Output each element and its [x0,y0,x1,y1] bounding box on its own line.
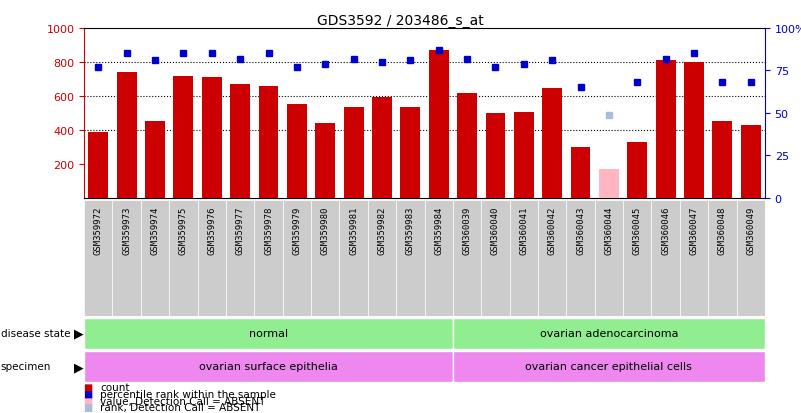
FancyBboxPatch shape [84,351,453,382]
Text: value, Detection Call = ABSENT: value, Detection Call = ABSENT [100,396,265,406]
Text: ovarian surface epithelia: ovarian surface epithelia [199,361,338,372]
Bar [117,73,137,198]
Text: disease state: disease state [1,328,70,339]
Text: GSM359972: GSM359972 [94,206,103,254]
Text: ▶: ▶ [74,360,83,373]
Text: GSM360043: GSM360043 [576,206,585,254]
FancyBboxPatch shape [481,200,509,316]
Text: GSM360044: GSM360044 [605,206,614,254]
Text: GSM359980: GSM359980 [320,206,330,254]
Text: ovarian adenocarcinoma: ovarian adenocarcinoma [540,328,678,339]
FancyBboxPatch shape [453,200,481,316]
Text: GSM359975: GSM359975 [179,206,188,254]
Text: GSM359973: GSM359973 [123,206,131,254]
Text: GSM360040: GSM360040 [491,206,500,254]
FancyBboxPatch shape [396,200,425,316]
FancyBboxPatch shape [509,200,538,316]
FancyBboxPatch shape [340,200,368,316]
Text: ■: ■ [83,389,93,399]
FancyBboxPatch shape [283,200,311,316]
Text: GSM360045: GSM360045 [633,206,642,254]
Text: ■: ■ [83,396,93,406]
FancyBboxPatch shape [112,200,141,316]
Bar [656,61,675,198]
Text: GSM359984: GSM359984 [434,206,443,254]
FancyBboxPatch shape [311,200,340,316]
Bar [684,63,704,198]
FancyBboxPatch shape [453,351,765,382]
FancyBboxPatch shape [680,200,708,316]
Bar [542,89,562,198]
Bar [712,122,732,198]
FancyBboxPatch shape [737,200,765,316]
Text: GSM360049: GSM360049 [747,206,755,254]
FancyBboxPatch shape [141,200,169,316]
FancyBboxPatch shape [254,200,283,316]
Bar [457,94,477,198]
Text: normal: normal [249,328,288,339]
Bar [174,76,193,198]
Text: ▶: ▶ [74,327,83,340]
Text: GSM360039: GSM360039 [463,206,472,254]
Text: specimen: specimen [1,361,51,372]
Bar [202,78,222,198]
Text: GSM359978: GSM359978 [264,206,273,254]
Text: GSM359977: GSM359977 [235,206,244,254]
Text: percentile rank within the sample: percentile rank within the sample [100,389,276,399]
Text: GSM360048: GSM360048 [718,206,727,254]
Bar [88,132,108,198]
FancyBboxPatch shape [169,200,198,316]
Text: GSM359974: GSM359974 [151,206,159,254]
Text: GDS3592 / 203486_s_at: GDS3592 / 203486_s_at [317,14,484,28]
Text: GSM359979: GSM359979 [292,206,301,254]
Text: GSM359983: GSM359983 [406,206,415,254]
Text: count: count [100,382,130,392]
Bar [627,142,647,198]
Text: GSM360046: GSM360046 [661,206,670,254]
Bar [429,51,449,198]
FancyBboxPatch shape [651,200,680,316]
FancyBboxPatch shape [594,200,623,316]
Bar [514,113,533,198]
Bar [344,108,364,198]
FancyBboxPatch shape [453,318,765,349]
FancyBboxPatch shape [538,200,566,316]
Bar [570,147,590,198]
Text: GSM360041: GSM360041 [519,206,529,254]
Text: GSM359982: GSM359982 [377,206,386,254]
Text: GSM359981: GSM359981 [349,206,358,254]
FancyBboxPatch shape [368,200,396,316]
Text: GSM359976: GSM359976 [207,206,216,254]
Bar [316,124,335,198]
FancyBboxPatch shape [226,200,254,316]
Bar [599,169,619,198]
FancyBboxPatch shape [84,318,453,349]
Bar [741,126,761,198]
Bar [372,97,392,198]
Bar [230,85,250,198]
Bar [259,86,279,198]
Bar [485,114,505,198]
FancyBboxPatch shape [425,200,453,316]
FancyBboxPatch shape [84,200,112,316]
Text: ■: ■ [83,382,93,392]
Text: GSM360047: GSM360047 [690,206,698,254]
FancyBboxPatch shape [708,200,737,316]
Bar [287,105,307,198]
FancyBboxPatch shape [623,200,651,316]
Text: GSM360042: GSM360042 [548,206,557,254]
Text: ovarian cancer epithelial cells: ovarian cancer epithelial cells [525,361,692,372]
Text: ■: ■ [83,402,93,412]
Bar [145,122,165,198]
FancyBboxPatch shape [198,200,226,316]
Text: rank, Detection Call = ABSENT: rank, Detection Call = ABSENT [100,402,260,412]
FancyBboxPatch shape [566,200,594,316]
Bar [400,108,421,198]
